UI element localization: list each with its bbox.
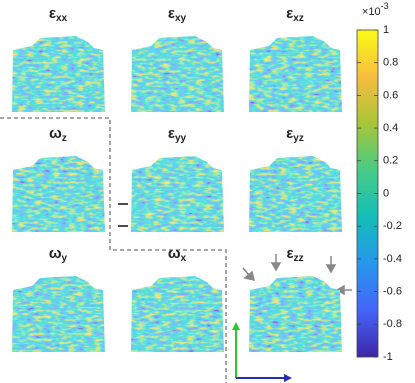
title-subscript: x xyxy=(181,253,187,264)
axis-arrow xyxy=(232,322,240,330)
title-symbol: ω xyxy=(49,125,62,142)
strain-map xyxy=(12,156,105,232)
panel-title: εxz xyxy=(286,5,304,24)
title-symbol: ε xyxy=(286,5,293,22)
arrows xyxy=(242,254,352,296)
tick-label: 0 xyxy=(383,187,389,199)
scale-exponent: -3 xyxy=(381,1,389,11)
title-subscript: z xyxy=(62,133,67,144)
title-subscript: zz xyxy=(294,253,304,264)
title-symbol: ω xyxy=(49,245,62,262)
panel-title: ωx xyxy=(168,245,187,264)
title-symbol: ε xyxy=(286,245,293,262)
divider xyxy=(0,117,227,383)
tick-label: 0.6 xyxy=(383,89,398,101)
scale-base: ×10 xyxy=(362,6,381,18)
tick-label: -0.4 xyxy=(383,253,402,265)
panel-title: εxx xyxy=(49,5,68,24)
title-symbol: ε xyxy=(286,125,293,142)
strain-map xyxy=(131,156,224,232)
panel-title: εzz xyxy=(286,245,303,264)
title-symbol: ε xyxy=(168,5,175,22)
tick-label: 1 xyxy=(383,24,389,36)
strain-map xyxy=(131,36,224,112)
panel-title: εyy xyxy=(168,125,187,144)
strain-map xyxy=(249,36,342,112)
strain-map xyxy=(131,276,224,352)
tick-label: -0.2 xyxy=(383,220,402,232)
title-subscript: xy xyxy=(175,13,187,24)
title-subscript: xz xyxy=(293,13,304,24)
tick-label: 0.8 xyxy=(383,57,398,69)
title-subscript: y xyxy=(62,253,68,264)
panel-title: ωz xyxy=(49,125,67,144)
strain-map xyxy=(12,276,105,352)
tick-label: -0.8 xyxy=(383,318,402,330)
tick-label: -1 xyxy=(383,351,393,363)
strain-map xyxy=(12,36,105,112)
strain-map xyxy=(249,156,342,232)
panel-title: εxy xyxy=(168,5,187,24)
axis-arrow xyxy=(284,374,292,382)
strain-map xyxy=(249,276,342,352)
colorbar: 1 0.8 0.6 0.4 0.2 0 -0.2 -0.4 -0.6 -0.8 -1 ×10-3 xyxy=(356,1,402,363)
tick-label: 0.4 xyxy=(383,122,398,134)
tick-label: -0.6 xyxy=(383,286,402,298)
panel-title: ωy xyxy=(49,245,68,264)
scale-label: ×10-3 xyxy=(362,1,389,18)
title-subscript: yz xyxy=(293,133,304,144)
tick-label: 0.2 xyxy=(383,155,398,167)
title-symbol: ε xyxy=(168,125,175,142)
title-subscript: yy xyxy=(175,133,187,144)
panel-title: εyz xyxy=(286,125,304,144)
title-symbol: ε xyxy=(49,5,56,22)
title-subscript: xx xyxy=(56,13,68,24)
title-symbol: ω xyxy=(168,245,181,262)
